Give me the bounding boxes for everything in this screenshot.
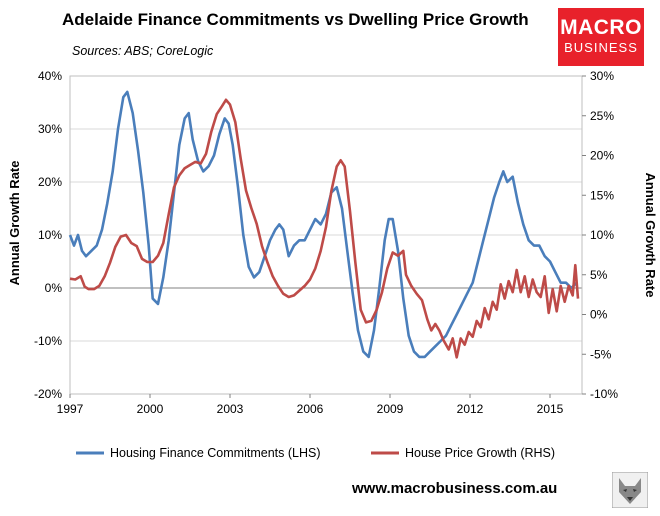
legend-label-price: House Price Growth (RHS) bbox=[405, 446, 555, 460]
x-tick-label: 2000 bbox=[137, 402, 164, 416]
series-line-finance bbox=[68, 90, 578, 359]
left-tick-label: -10% bbox=[34, 334, 62, 348]
left-tick-label: 30% bbox=[38, 122, 62, 136]
left-tick-label: 20% bbox=[38, 175, 62, 189]
macrobusiness-logo: MACRO BUSINESS bbox=[558, 8, 644, 66]
right-tick-label: 30% bbox=[590, 69, 614, 83]
right-axis-label: Annual Growth Rate bbox=[643, 173, 658, 298]
chart-title: Adelaide Finance Commitments vs Dwelling… bbox=[62, 10, 529, 29]
x-tick-label: 2006 bbox=[297, 402, 324, 416]
right-tick-label: 20% bbox=[590, 149, 614, 163]
x-tick-label: 2009 bbox=[377, 402, 404, 416]
right-tick-label: 15% bbox=[590, 188, 614, 202]
x-axis-ticks: 1997 2000 2003 2006 2009 2012 2015 bbox=[57, 394, 564, 416]
left-axis-ticks: -20% -10% 0% 10% 20% 30% 40% bbox=[34, 69, 62, 401]
series-line-price bbox=[69, 98, 580, 359]
left-axis-label: Annual Growth Rate bbox=[7, 161, 22, 286]
wolf-logo-icon bbox=[612, 472, 648, 508]
chart-source: Sources: ABS; CoreLogic bbox=[72, 44, 214, 58]
right-tick-label: -5% bbox=[590, 347, 612, 361]
left-tick-label: 40% bbox=[38, 69, 62, 83]
right-tick-label: 5% bbox=[590, 268, 608, 282]
right-tick-label: -10% bbox=[590, 387, 618, 401]
x-tick-label: 2012 bbox=[457, 402, 484, 416]
x-tick-label: 1997 bbox=[57, 402, 84, 416]
logo-line-1: MACRO bbox=[560, 16, 642, 39]
left-tick-label: 10% bbox=[38, 228, 62, 242]
right-tick-label: 25% bbox=[590, 109, 614, 123]
website-url: www.macrobusiness.com.au bbox=[352, 480, 558, 497]
legend-label-finance: Housing Finance Commitments (LHS) bbox=[110, 446, 321, 460]
left-tick-label: 0% bbox=[45, 281, 63, 295]
right-axis-ticks: -10% -5% 0% 5% 10% 15% 20% 25% 30% bbox=[582, 69, 618, 401]
x-tick-label: 2003 bbox=[217, 402, 244, 416]
left-tick-label: -20% bbox=[34, 387, 62, 401]
right-tick-label: 0% bbox=[590, 308, 608, 322]
series-lines bbox=[68, 90, 580, 359]
logo-line-2: BUSINESS bbox=[564, 40, 638, 55]
legend: Housing Finance Commitments (LHS) House … bbox=[76, 446, 555, 460]
x-tick-label: 2015 bbox=[537, 402, 564, 416]
right-tick-label: 10% bbox=[590, 228, 614, 242]
